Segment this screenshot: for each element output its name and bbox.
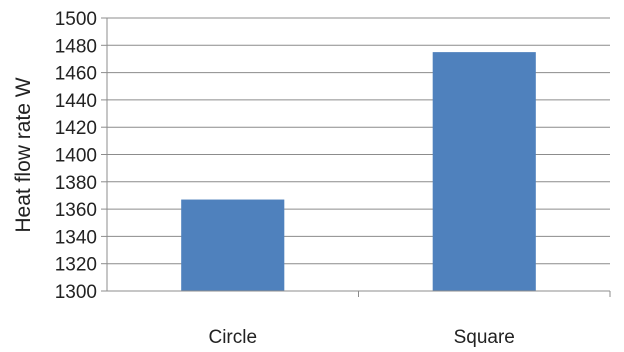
y-tick-label: 1400 [55,146,97,167]
y-tick-label: 1300 [55,282,97,303]
bars [181,52,536,291]
x-category-label: Circle [208,327,257,348]
axes [101,17,611,297]
x-category-label: Square [454,327,515,348]
y-axis-title: Heat flow rate W [12,77,35,232]
y-tick-label: 1480 [55,36,97,57]
y-tick-label: 1360 [55,200,97,221]
y-tick-label: 1320 [55,255,97,276]
bar-circle [181,199,285,291]
y-tick-label: 1340 [55,227,97,248]
y-tick-label: 1420 [55,118,97,139]
x-category-labels: Circle Square [208,327,514,348]
y-tick-labels: 1300 1320 1340 1360 1380 1400 1420 1440 1460 1480… [55,9,97,303]
bar-square [432,52,536,291]
y-tick-label: 1500 [55,9,97,30]
y-tick-label: 1440 [55,91,97,112]
y-tick-label: 1460 [55,64,97,85]
y-tick-label: 1380 [55,173,97,194]
